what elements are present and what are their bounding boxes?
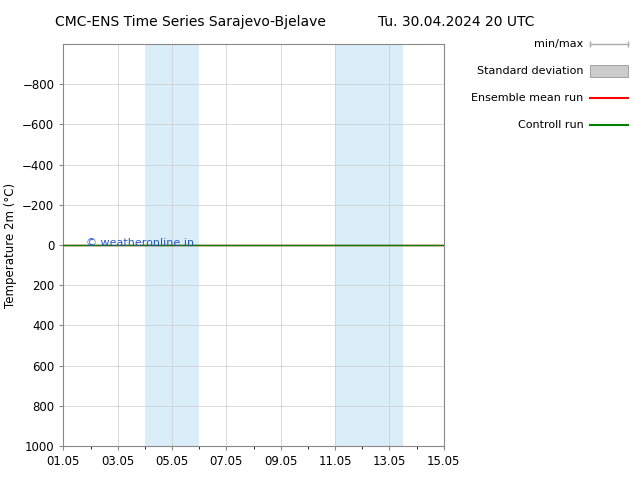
Text: CMC-ENS Time Series Sarajevo-Bjelave: CMC-ENS Time Series Sarajevo-Bjelave (55, 15, 326, 29)
Text: Ensemble mean run: Ensemble mean run (471, 93, 583, 103)
Text: min/max: min/max (534, 39, 583, 49)
Text: Controll run: Controll run (517, 120, 583, 130)
Text: Standard deviation: Standard deviation (477, 66, 583, 76)
Bar (145, 44, 199, 446)
Bar (335, 44, 403, 446)
Text: © weatheronline.in: © weatheronline.in (86, 238, 195, 248)
Y-axis label: Temperature 2m (°C): Temperature 2m (°C) (4, 182, 16, 308)
Text: Tu. 30.04.2024 20 UTC: Tu. 30.04.2024 20 UTC (378, 15, 534, 29)
